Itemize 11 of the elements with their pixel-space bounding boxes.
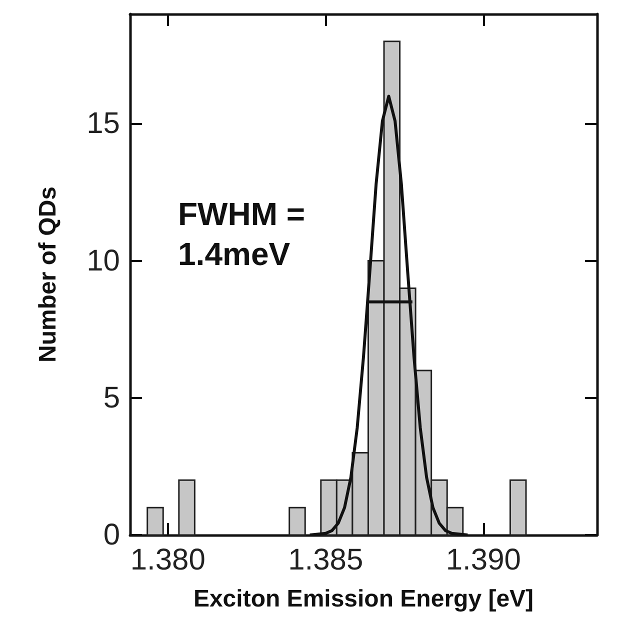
y-tick-label: 10 — [86, 244, 120, 278]
annotation: FWHM = — [178, 196, 306, 232]
annotation: 1.4meV — [178, 236, 291, 272]
y-tick-label: 15 — [86, 107, 120, 140]
x-tick-label: 1.390 — [446, 544, 521, 576]
x-tick-label: 1.385 — [288, 544, 364, 576]
x-axis-title: Exciton Emission Energy [eV] — [193, 586, 534, 612]
y-tick-label: 0 — [103, 518, 120, 552]
x-tick-label: 1.380 — [130, 544, 206, 576]
y-axis-title: Number of QDs — [34, 186, 62, 363]
y-tick-label: 5 — [103, 381, 120, 414]
